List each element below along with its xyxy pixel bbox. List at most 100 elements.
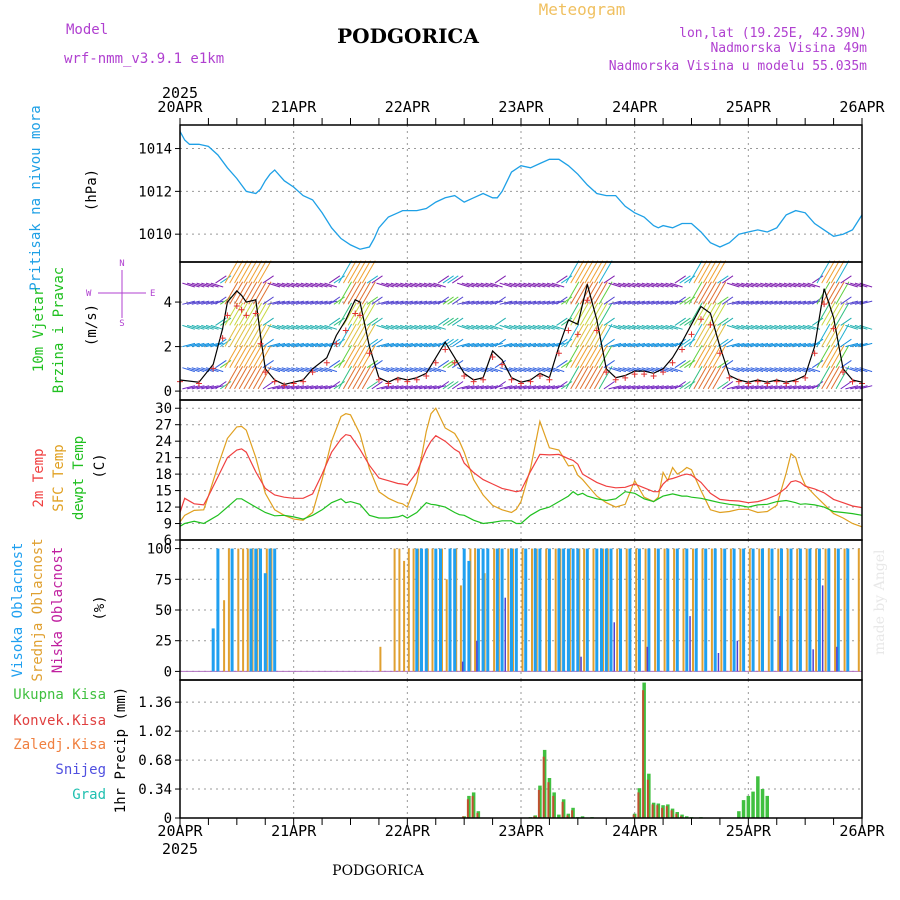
wind-barb <box>774 342 788 348</box>
wind-barb <box>665 324 679 330</box>
wind-barb <box>447 275 459 284</box>
mid-cloud-bar <box>521 548 524 672</box>
model-name: wrf-nmm_v3.9.1 e1km <box>64 51 224 67</box>
mid-cloud-bar <box>786 548 789 672</box>
total-precip-bar <box>561 799 566 818</box>
high-cloud-bar <box>500 548 504 672</box>
wind-barb <box>215 359 227 369</box>
wind-barb <box>579 281 594 305</box>
wind-barb <box>234 302 248 326</box>
wind-barb <box>295 300 309 305</box>
wind-barb <box>452 317 464 326</box>
wind-barb <box>215 275 227 284</box>
wind-barb <box>698 281 712 305</box>
wind-barb <box>840 381 852 390</box>
gust-marker <box>688 331 695 338</box>
wind-barb <box>793 282 806 288</box>
wind-barb <box>788 282 802 288</box>
wind-barb <box>617 300 631 305</box>
wind-barb <box>745 324 759 330</box>
svg-text:N: N <box>119 259 124 269</box>
wind-barb <box>636 385 650 390</box>
y-tick-label: 75 <box>155 572 172 588</box>
mid-cloud-bar <box>654 548 657 672</box>
wind-barb <box>224 281 239 305</box>
wind-barb <box>537 342 551 348</box>
wind-barb <box>840 338 852 348</box>
wind-barb <box>651 300 664 305</box>
wind-barb <box>423 324 437 330</box>
total-precip-bar <box>547 778 552 818</box>
wind-barb <box>608 324 622 330</box>
wind-barb <box>243 281 258 305</box>
wind-barb <box>466 342 480 348</box>
wind-barb <box>371 381 383 390</box>
wind-barb <box>447 381 459 390</box>
high-cloud-bar <box>600 548 603 672</box>
wind-barb <box>485 385 499 390</box>
gust-marker <box>352 310 359 317</box>
wind-barb <box>414 282 428 288</box>
wind-barb <box>835 281 850 305</box>
wind-barb <box>461 367 475 373</box>
wind-barb <box>267 324 281 330</box>
wind-barb <box>395 367 409 373</box>
year-top: 2025 <box>162 84 198 102</box>
y-tick-label: 6 <box>164 533 172 549</box>
y-tick-label: 27 <box>155 418 172 434</box>
gust-marker <box>565 327 572 334</box>
gust-marker <box>811 350 818 357</box>
mid-cloud-bar <box>592 548 595 672</box>
wind-barb <box>499 300 513 305</box>
high-cloud-bar <box>704 548 708 672</box>
wind-barb <box>390 342 404 348</box>
wind-barb <box>698 260 712 284</box>
wind-barb <box>461 282 475 288</box>
wind-barb <box>238 366 253 390</box>
wind-barb <box>456 300 470 305</box>
wind-barb <box>561 296 573 305</box>
wind-barb <box>390 385 404 390</box>
wind-barb <box>840 296 852 305</box>
wind-barb <box>835 302 850 326</box>
wind-barb <box>523 367 536 373</box>
wind-barb <box>760 342 773 348</box>
wind-barb <box>584 323 599 347</box>
wind-barb <box>229 281 244 305</box>
wind-barb <box>366 317 379 326</box>
wind-barb <box>854 367 868 373</box>
wind-barb <box>347 302 362 326</box>
wind-barb <box>456 324 470 330</box>
wind-barb <box>845 367 858 373</box>
wind-barb <box>342 281 357 305</box>
gust-marker <box>480 376 487 383</box>
wind-barb <box>371 317 383 326</box>
wind-barb <box>745 342 759 348</box>
wind-barb <box>826 260 840 284</box>
wind-barb <box>646 300 660 305</box>
mid-cloud-bar <box>223 600 226 672</box>
wind-barb <box>414 385 428 390</box>
gust-marker <box>309 369 316 376</box>
wind-barb <box>456 282 470 288</box>
wind-barb <box>409 300 423 305</box>
wind-barb <box>632 342 646 348</box>
wind-barb <box>191 324 205 330</box>
wind-barb <box>783 385 797 390</box>
wind-barb <box>551 367 565 373</box>
gust-marker <box>238 306 245 313</box>
wind-barb <box>504 300 518 305</box>
wind-barb <box>741 324 754 330</box>
wind-barb <box>764 324 778 330</box>
wind-barb <box>845 300 859 305</box>
y-tick-label: 21 <box>155 451 172 467</box>
wind-barb <box>561 381 573 390</box>
wind-barb <box>215 296 227 305</box>
wind-barb <box>376 300 390 305</box>
wind-barb <box>556 317 568 326</box>
wind-barb <box>684 338 696 348</box>
total-precip-bar <box>651 802 656 818</box>
wind-barb <box>584 302 599 326</box>
wind-barb <box>684 381 696 390</box>
